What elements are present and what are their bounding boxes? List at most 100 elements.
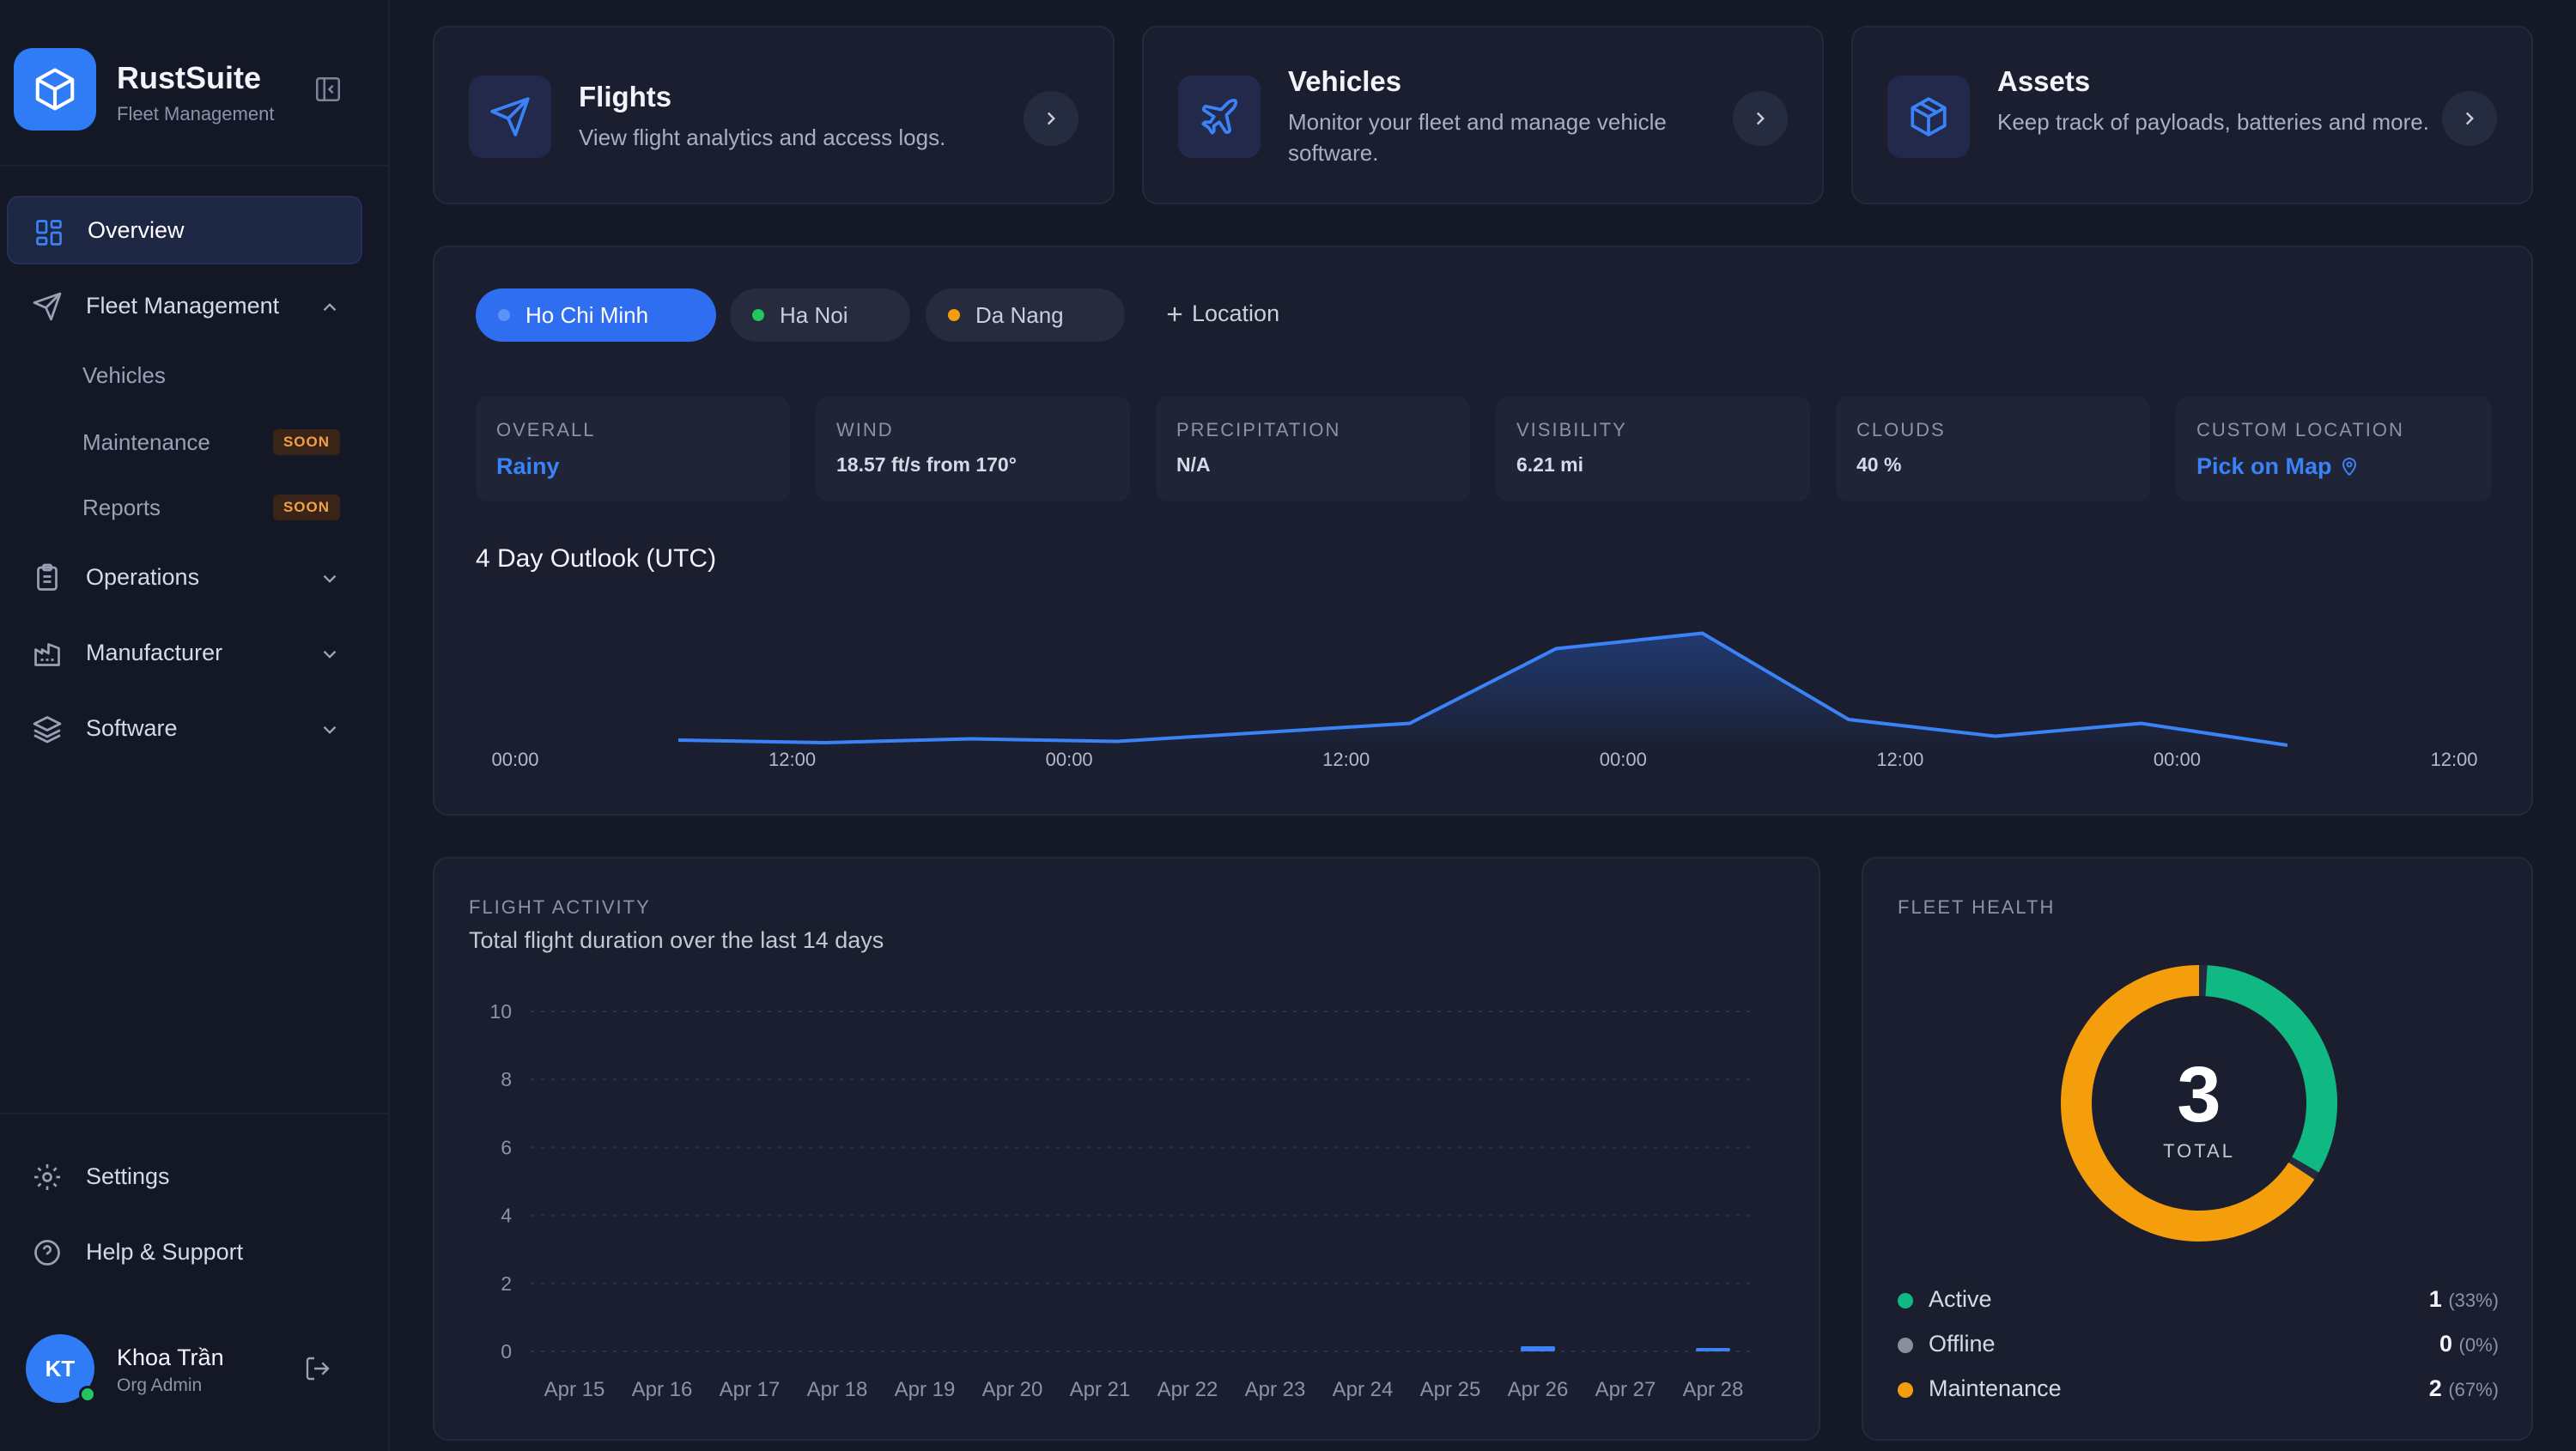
x-tick-label: Apr 19 (895, 1378, 956, 1401)
metric-label: CLOUDS (1856, 419, 1946, 440)
legend-name: Active (1929, 1286, 1992, 1312)
x-tick-label: Apr 23 (1245, 1378, 1306, 1401)
logout-icon[interactable] (302, 1353, 333, 1384)
metric-label: OVERALL (496, 419, 596, 440)
add-location-button[interactable]: Location (1163, 301, 1279, 327)
metric-label: CUSTOM LOCATION (2196, 419, 2404, 440)
outlook-area (678, 633, 2287, 756)
legend-offline: Offline 0 (0%) (1898, 1327, 2499, 1362)
chevron-up-icon (318, 295, 342, 319)
flight-activity-chart: 0 2 4 6 8 10 Apr 15 Apr 16 Apr 17 Apr 18 Apr 19 Ap… (489, 1000, 1757, 1401)
sidebar-divider (0, 165, 390, 167)
location-chip-ha-noi[interactable]: Ha Noi (730, 288, 910, 342)
outlook-tick-label: 12:00 (769, 749, 816, 770)
legend-value: 0 (0%) (2439, 1331, 2499, 1357)
sidebar-item-label: Fleet Management (86, 292, 280, 319)
y-tick-label: 4 (501, 1205, 512, 1227)
location-name: Da Nang (975, 301, 1064, 328)
y-tick-label: 0 (501, 1340, 512, 1363)
x-tick-label: Apr 17 (720, 1378, 781, 1401)
sidebar-item-software[interactable]: Software (7, 694, 362, 762)
flight-activity-card (433, 857, 1820, 1441)
x-tick-label: Apr 28 (1683, 1378, 1744, 1401)
flights-card[interactable]: Flights View flight analytics and access… (433, 26, 1115, 204)
metric-value: 40 % (1856, 453, 1902, 476)
outlook-tick-label: 12:00 (1876, 749, 1923, 770)
card-description: Keep track of payloads, batteries and mo… (1997, 109, 2429, 135)
brand-subtitle: Fleet Management (117, 103, 275, 124)
sidebar-subitem-reports[interactable]: Reports (82, 495, 161, 520)
flight-activity-label: FLIGHT ACTIVITY (469, 896, 651, 918)
legend-dot (1898, 1338, 1913, 1353)
outlook-chart: 00:00 12:00 00:00 12:00 00:00 12:00 00:00 12:00 (491, 631, 2478, 770)
x-tick-label: Apr 21 (1070, 1378, 1131, 1401)
brand[interactable]: RustSuite Fleet Management (14, 48, 374, 134)
plane-icon (1178, 76, 1261, 158)
x-tick-label: Apr 26 (1508, 1378, 1569, 1401)
metric-value: N/A (1176, 453, 1211, 476)
clipboard-icon (31, 562, 64, 594)
sidebar-item-overview[interactable]: Overview (7, 196, 362, 264)
card-description: View flight analytics and access logs. (579, 124, 946, 150)
sidebar-item-fleet-management[interactable]: Fleet Management (7, 271, 362, 340)
y-tick-label: 8 (501, 1068, 512, 1090)
bar[interactable] (1521, 1346, 1555, 1351)
metric-precipitation: PRECIPITATION N/A (1156, 397, 1470, 501)
pick-on-map-link[interactable]: Pick on Map (2196, 453, 2360, 480)
chevron-down-icon (318, 718, 342, 742)
location-dot (752, 309, 764, 321)
card-title: Vehicles (1288, 65, 1402, 97)
fleet-health-donut: 3 TOTAL (2061, 965, 2337, 1242)
help-circle-icon (31, 1236, 64, 1269)
x-tick-label: Apr 16 (632, 1378, 693, 1401)
donut-slice-maintenance[interactable] (2061, 965, 2315, 1242)
chevron-right-icon[interactable] (1024, 91, 1078, 146)
sidebar: RustSuite Fleet Management Overview Flee… (0, 0, 390, 1451)
box-icon (1887, 76, 1970, 158)
x-tick-label: Apr 20 (982, 1378, 1043, 1401)
location-dot (948, 309, 960, 321)
vehicles-card[interactable]: Vehicles Monitor your fleet and manage v… (1142, 26, 1824, 204)
avatar: KT (26, 1334, 94, 1403)
cube-logo-icon (14, 48, 96, 131)
y-tick-label: 6 (501, 1136, 512, 1158)
chevron-right-icon[interactable] (2442, 91, 2497, 146)
map-pin-icon (2342, 457, 2356, 476)
sidebar-subitem-maintenance[interactable]: Maintenance (82, 429, 210, 455)
metric-label: WIND (836, 419, 894, 440)
metric-custom-location[interactable]: CUSTOM LOCATION Pick on Map (2176, 397, 2492, 501)
add-location-label: Location (1192, 301, 1280, 326)
x-tick-label: Apr 18 (807, 1378, 868, 1401)
bar[interactable] (1696, 1348, 1730, 1351)
x-tick-label: Apr 15 (544, 1378, 605, 1401)
sidebar-item-label: Overview (88, 216, 185, 243)
sidebar-item-label: Operations (86, 563, 200, 590)
user-profile[interactable]: KT Khoa Trần Org Admin (26, 1333, 369, 1405)
plus-icon (1167, 307, 1182, 321)
user-role: Org Admin (117, 1375, 203, 1395)
fleet-health-label: FLEET HEALTH (1898, 896, 2056, 918)
layers-icon (31, 713, 64, 745)
donut-slice-active[interactable] (2205, 965, 2337, 1173)
sidebar-item-label: Manufacturer (86, 639, 223, 665)
location-dot (498, 309, 510, 321)
x-tick-label: Apr 24 (1333, 1378, 1394, 1401)
sidebar-item-help[interactable]: Help & Support (7, 1217, 362, 1286)
collapse-sidebar-icon[interactable] (311, 72, 345, 106)
sidebar-item-operations[interactable]: Operations (7, 543, 362, 611)
factory-icon (31, 637, 64, 670)
sidebar-item-manufacturer[interactable]: Manufacturer (7, 618, 362, 687)
legend-count: 1 (2428, 1286, 2442, 1312)
sidebar-subitem-vehicles[interactable]: Vehicles (82, 362, 166, 388)
assets-card[interactable]: Assets Keep track of payloads, batteries… (1851, 26, 2533, 204)
sidebar-item-label: Software (86, 714, 178, 741)
location-chip-da-nang[interactable]: Da Nang (926, 288, 1125, 342)
outlook-tick-label: 00:00 (1600, 749, 1647, 770)
sidebar-item-settings[interactable]: Settings (7, 1142, 362, 1211)
flight-activity-subtitle: Total flight duration over the last 14 d… (469, 927, 884, 953)
chevron-right-icon[interactable] (1733, 91, 1788, 146)
outlook-title: 4 Day Outlook (UTC) (476, 544, 717, 573)
location-chip-ho-chi-minh[interactable]: Ho Chi Minh (476, 288, 716, 342)
location-name: Ha Noi (780, 301, 848, 328)
outlook-tick-label: 00:00 (2154, 749, 2201, 770)
